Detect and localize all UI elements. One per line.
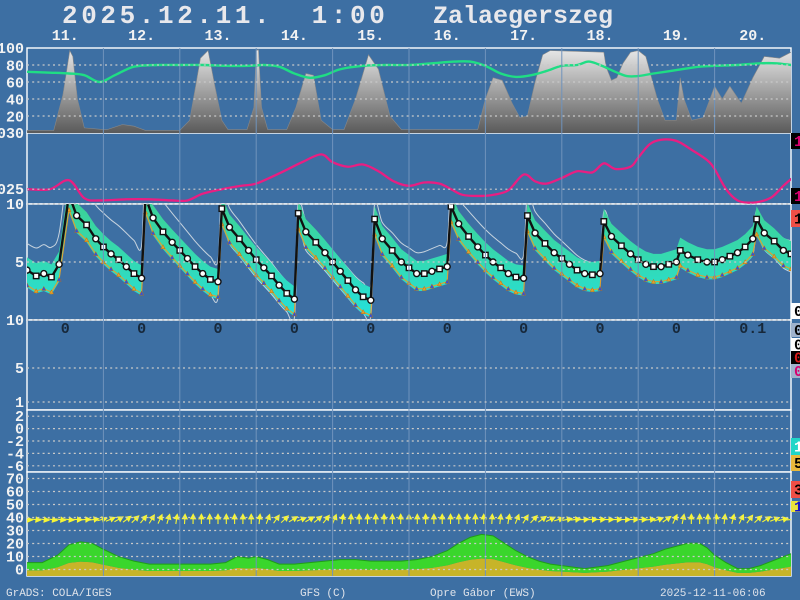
svg-text:2025.12.11. 1:00: 2025.12.11. 1:00 <box>62 1 388 31</box>
svg-text:33: 33 <box>794 483 800 500</box>
svg-text:100: 100 <box>0 41 24 58</box>
svg-text:GFS (C): GFS (C) <box>300 588 346 600</box>
svg-text:1030: 1030 <box>794 134 800 151</box>
svg-text:0: 0 <box>366 321 375 338</box>
svg-text:Opre Gábor (EWS): Opre Gábor (EWS) <box>430 588 536 600</box>
svg-text:Zalaegerszeg: Zalaegerszeg <box>433 2 613 31</box>
svg-text:40: 40 <box>6 93 24 110</box>
svg-text:10: 10 <box>6 313 24 330</box>
svg-text:0: 0 <box>519 321 528 338</box>
svg-text:0: 0 <box>595 321 604 338</box>
svg-text:10: 10 <box>6 197 24 214</box>
svg-text:0: 0 <box>794 364 800 381</box>
svg-text:0: 0 <box>15 563 24 580</box>
svg-text:20.: 20. <box>739 28 766 45</box>
svg-text:60: 60 <box>6 76 24 93</box>
svg-text:20: 20 <box>6 110 24 127</box>
svg-text:2025-12-11-06:06: 2025-12-11-06:06 <box>660 588 766 600</box>
svg-text:5: 5 <box>15 255 24 272</box>
svg-text:11.0: 11.0 <box>794 440 800 457</box>
svg-text:GrADS: COLA/IGES: GrADS: COLA/IGES <box>6 588 112 600</box>
svg-text:16: 16 <box>794 500 800 517</box>
svg-text:12: 12 <box>794 212 800 229</box>
svg-text:0: 0 <box>61 321 70 338</box>
svg-text:0: 0 <box>443 321 452 338</box>
svg-text:0: 0 <box>672 321 681 338</box>
svg-text:0: 0 <box>137 321 146 338</box>
svg-text:0: 0 <box>290 321 299 338</box>
svg-text:0: 0 <box>213 321 222 338</box>
svg-text:5: 5 <box>15 361 24 378</box>
svg-text:19.: 19. <box>663 28 690 45</box>
svg-text:5.95: 5.95 <box>794 456 800 473</box>
svg-text:1024: 1024 <box>794 189 800 206</box>
svg-text:0: 0 <box>794 304 800 321</box>
svg-text:0.1: 0.1 <box>739 321 766 338</box>
svg-text:1030: 1030 <box>0 126 24 143</box>
svg-text:80: 80 <box>6 59 24 76</box>
